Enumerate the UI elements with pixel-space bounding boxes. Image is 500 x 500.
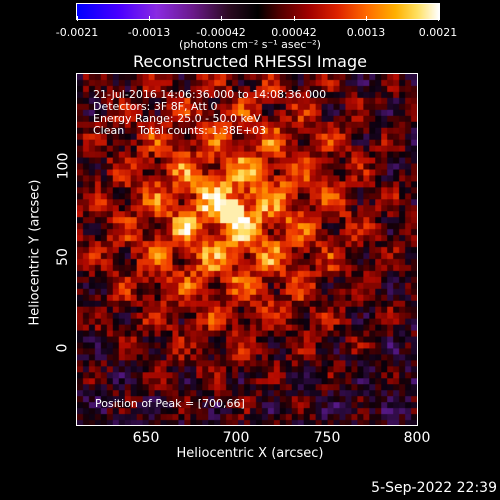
x-tick-label: 650 [132,430,160,446]
annotation-detectors: Detectors: 3F 8F, Att 0 [93,100,218,113]
footer-date: 5-Sep-2022 22:39 [371,480,497,496]
annotation-clean-counts: Clean Total counts: 1.38E+03 [93,124,267,137]
colorbar-tick-label: 0.0021 [418,26,458,39]
y-tick-label: 0 [54,343,71,353]
x-tick-label: 700 [222,430,250,446]
y-tick-label: 100 [55,152,72,180]
colorbar-tick-mark [294,16,295,21]
colorbar [76,3,440,20]
y-axis-label: Heliocentric Y (arcsec) [27,179,43,326]
x-tick-label: 800 [403,430,431,446]
annotation-energy-range: Energy Range: 25.0 - 50.0 keV [93,112,261,125]
colorbar-tick-mark [366,16,367,21]
annotation-peak-position: Position of Peak = [700,66] [95,397,245,410]
y-tick-label: 50 [54,248,71,266]
annotation-time-range: 21-Jul-2016 14:06:36.000 to 14:08:36.000 [93,88,327,101]
colorbar-tick-label: 0.00042 [271,26,317,39]
image-title: Reconstructed RHESSI Image [133,52,367,71]
colorbar-tick-label: -0.0013 [127,26,171,39]
colorbar-tick-mark [77,16,78,21]
colorbar-tick-label: 0.0013 [346,26,386,39]
colorbar-tick-mark [221,16,222,21]
x-tick-label: 750 [313,430,341,446]
rhessi-image-plot: 21-Jul-2016 14:06:36.000 to 14:08:36.000… [76,73,418,426]
colorbar-tick-label: -0.0021 [55,26,99,39]
rhessi-heatmap [77,74,417,425]
colorbar-tick-label: -0.00042 [196,26,246,39]
x-axis-label: Heliocentric X (arcsec) [176,446,324,461]
colorbar-tick-mark [149,16,150,21]
colorbar-unit-label: (photons cm⁻² s⁻¹ asec⁻²) [179,38,321,51]
colorbar-tick-mark [438,16,439,21]
